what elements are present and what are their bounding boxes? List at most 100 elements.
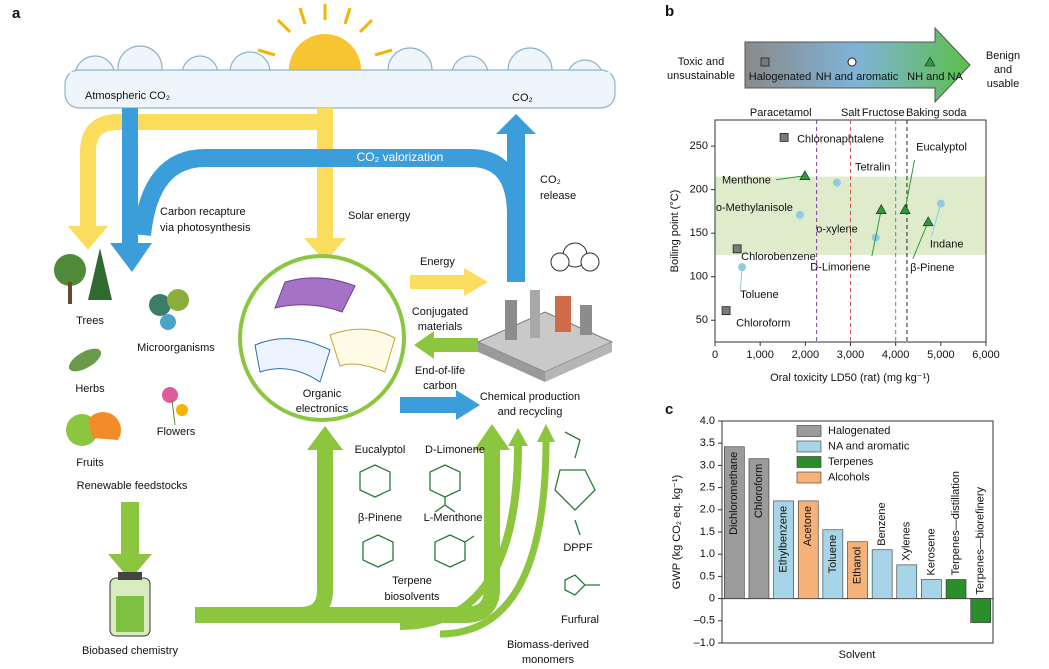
panel-label: b — [665, 3, 674, 20]
electronics-circle — [238, 254, 406, 422]
label: Atmospheric CO₂ — [85, 90, 170, 102]
leader-line — [775, 175, 805, 181]
marker — [799, 170, 811, 181]
label: End-of-life — [415, 365, 465, 377]
cloud — [64, 45, 616, 109]
point-label: o-Methylanisole — [716, 202, 793, 214]
category-label: Dichloromethane — [728, 452, 740, 535]
label: Chemical production — [480, 391, 580, 403]
label: Organic — [303, 388, 342, 400]
solar-arrows — [68, 108, 488, 296]
y-tick-label: 150 — [690, 227, 708, 239]
reference-label: Paracetamol — [750, 107, 812, 119]
marker — [732, 244, 742, 254]
y-axis-title: Boiling point (°C) — [669, 190, 681, 273]
biomass-arrows — [108, 331, 555, 638]
label: CO₂ — [540, 174, 561, 186]
legend-swatch — [796, 471, 822, 484]
molecules — [359, 431, 600, 596]
marker — [795, 210, 804, 219]
label: carbon — [423, 380, 457, 392]
y-axis-title: GWP (kg CO₂ eq. kg⁻¹) — [671, 475, 683, 589]
bar — [921, 579, 942, 599]
scale-arrow — [744, 26, 971, 104]
label: Trees — [76, 315, 104, 327]
scale-label: unsustainable — [667, 70, 735, 82]
reference-label: Fructose — [862, 107, 905, 119]
marker — [847, 57, 857, 67]
carbon-arrows — [110, 108, 536, 420]
label: Biobased chemistry — [82, 645, 178, 657]
point-label: Tetralin — [855, 162, 890, 174]
x-tick-label: 0 — [712, 349, 718, 361]
label: Carbon recapture — [160, 206, 246, 218]
point-label: Chloronaphtalene — [797, 133, 884, 145]
marker — [875, 204, 887, 214]
legend-label: Halogenated — [828, 425, 890, 437]
legend-swatch — [796, 425, 822, 437]
point-label: Eucalyptol — [916, 142, 967, 154]
scale-label: usable — [987, 78, 1019, 90]
feedstock-icons — [54, 248, 189, 446]
y-tick-label: 200 — [690, 184, 708, 196]
scale-label: Benign — [986, 50, 1020, 62]
label: CO₂ valorization — [357, 150, 444, 164]
label: Fruits — [76, 457, 104, 469]
marker — [760, 57, 770, 67]
category-label: Ethylbenzene — [777, 506, 789, 573]
point-label: Toluene — [740, 289, 779, 301]
bar — [797, 500, 819, 599]
category-label: Benzene — [876, 502, 888, 545]
category-label: Ethanol — [851, 547, 863, 584]
marker — [832, 178, 841, 187]
legend-label: NH and aromatic — [816, 71, 899, 83]
label: Herbs — [75, 383, 105, 395]
legend-label: Halogenated — [749, 71, 811, 83]
label: L-Menthone — [424, 512, 483, 524]
x-axis-title: Solvent — [839, 649, 876, 661]
bar — [945, 579, 967, 599]
label: Flowers — [157, 426, 196, 438]
y-tick-label: 250 — [690, 140, 708, 152]
label: Biomass-derived — [507, 639, 589, 651]
leader-line — [871, 209, 882, 257]
point-label: o-xylene — [816, 223, 858, 235]
marker — [738, 263, 747, 272]
x-tick-label: 1,000 — [746, 349, 774, 361]
y-tick-label: 3.5 — [700, 437, 715, 449]
y-tick-label: –1.0 — [694, 637, 715, 649]
factory — [476, 242, 614, 382]
label: electronics — [296, 403, 349, 415]
label: release — [540, 190, 576, 202]
point-label: D-Limonene — [810, 262, 870, 274]
legend-label: NH and NA — [907, 71, 963, 83]
bar — [724, 446, 745, 599]
bar — [896, 564, 918, 599]
leader-line — [904, 159, 915, 210]
y-tick-label: 2.0 — [700, 504, 715, 516]
label: monomers — [522, 654, 574, 666]
label: Renewable feedstocks — [77, 480, 188, 492]
y-tick-label: 1.5 — [700, 526, 715, 538]
y-tick-label: –0.5 — [694, 615, 715, 627]
marker — [779, 133, 789, 142]
leader-line — [912, 221, 929, 259]
y-tick-label: 100 — [690, 271, 708, 283]
x-tick-label: 2,000 — [792, 349, 820, 361]
legend-label: Terpenes — [828, 456, 874, 468]
y-tick-label: 0 — [709, 593, 715, 605]
label: biosolvents — [384, 591, 440, 603]
marker — [924, 56, 936, 67]
point-label: β-Pinene — [910, 262, 954, 274]
marker — [899, 204, 911, 214]
leader-line — [931, 203, 942, 237]
point-label: Menthone — [722, 175, 771, 187]
legend-swatch — [796, 456, 822, 468]
category-label: Chloroform — [753, 464, 765, 518]
marker — [721, 306, 731, 316]
reference-label: Baking soda — [906, 107, 967, 119]
bar — [773, 500, 794, 599]
label: DPPF — [563, 542, 593, 554]
legend-label: NA and aromatic — [828, 440, 910, 452]
